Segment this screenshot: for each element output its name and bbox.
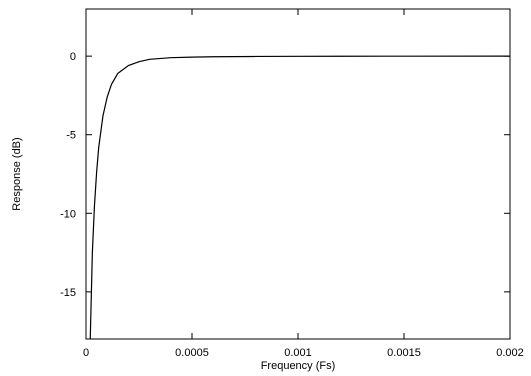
x-tick-label: 0.0005 xyxy=(175,347,209,359)
x-tick-label: 0.002 xyxy=(496,347,524,359)
y-tick-label: -15 xyxy=(60,287,76,299)
y-tick-label: -5 xyxy=(66,130,76,142)
axis-ticks xyxy=(85,9,511,339)
y-tick-label: 0 xyxy=(70,51,76,63)
tick-labels: 0 0.0005 0.001 0.0015 0.002 0 -5 -10 -15 xyxy=(60,51,524,359)
response-curve xyxy=(89,55,511,340)
y-tick-label: -10 xyxy=(60,208,76,220)
x-tick-label: 0.0015 xyxy=(387,347,421,359)
plot-frame xyxy=(85,8,511,340)
y-axis-title: Response (dB) xyxy=(11,137,23,210)
x-axis-title: Frequency (Fs) xyxy=(261,360,336,372)
x-tick-label: 0 xyxy=(83,347,89,359)
x-tick-label: 0.001 xyxy=(284,347,312,359)
